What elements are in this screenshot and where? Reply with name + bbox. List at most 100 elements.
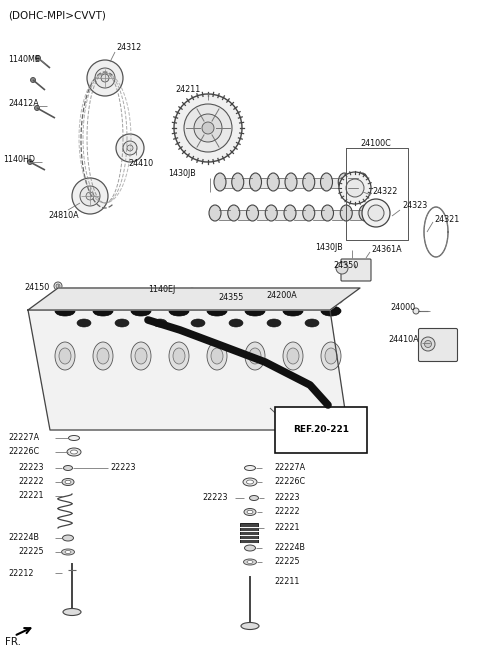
Circle shape [424, 341, 432, 348]
Text: 22225: 22225 [18, 548, 44, 557]
Circle shape [95, 68, 115, 88]
Ellipse shape [67, 448, 81, 456]
Ellipse shape [322, 205, 334, 221]
Ellipse shape [214, 173, 226, 191]
Text: 24321: 24321 [434, 214, 459, 223]
Text: 24200A: 24200A [266, 291, 297, 299]
Ellipse shape [340, 205, 352, 221]
Text: 24810A: 24810A [48, 212, 79, 221]
Circle shape [87, 60, 123, 96]
Ellipse shape [283, 342, 303, 370]
Ellipse shape [132, 293, 150, 303]
Ellipse shape [62, 479, 74, 485]
Ellipse shape [325, 348, 337, 364]
Circle shape [101, 74, 109, 82]
Ellipse shape [305, 319, 319, 327]
Ellipse shape [131, 342, 151, 370]
Circle shape [36, 56, 40, 60]
Text: 24322: 24322 [372, 187, 397, 196]
Text: 22222: 22222 [18, 477, 44, 487]
Ellipse shape [77, 319, 91, 327]
Text: 22227A: 22227A [8, 434, 39, 443]
Text: 1140HD: 1140HD [3, 155, 35, 164]
FancyBboxPatch shape [419, 329, 457, 362]
Circle shape [31, 77, 36, 83]
Circle shape [174, 94, 242, 162]
Ellipse shape [115, 319, 129, 327]
Ellipse shape [97, 348, 109, 364]
Text: 24361A: 24361A [371, 244, 402, 253]
Text: 24323: 24323 [402, 202, 427, 210]
Ellipse shape [250, 173, 262, 191]
Ellipse shape [245, 342, 265, 370]
Ellipse shape [280, 291, 306, 305]
Text: 24412A: 24412A [8, 98, 39, 107]
Circle shape [116, 134, 144, 162]
Ellipse shape [209, 205, 221, 221]
FancyBboxPatch shape [240, 523, 258, 543]
Ellipse shape [247, 561, 253, 563]
Ellipse shape [63, 608, 81, 616]
Ellipse shape [63, 466, 72, 470]
Text: 22221: 22221 [18, 491, 44, 500]
Ellipse shape [321, 342, 341, 370]
Text: 22221: 22221 [274, 523, 300, 533]
Text: 24312: 24312 [116, 43, 141, 52]
Text: (DOHC-MPI>CVVT): (DOHC-MPI>CVVT) [8, 11, 106, 21]
Ellipse shape [244, 466, 255, 470]
Circle shape [346, 179, 364, 197]
Ellipse shape [170, 293, 188, 303]
Polygon shape [28, 288, 360, 310]
Ellipse shape [173, 348, 185, 364]
Ellipse shape [359, 205, 371, 221]
Text: 1140ME: 1140ME [8, 56, 40, 64]
Text: 1430JB: 1430JB [315, 242, 343, 252]
Ellipse shape [267, 173, 279, 191]
Ellipse shape [55, 342, 75, 370]
Circle shape [413, 308, 419, 314]
Ellipse shape [131, 306, 151, 316]
Ellipse shape [338, 173, 350, 191]
Text: 22224B: 22224B [274, 544, 305, 553]
Text: 22223: 22223 [110, 464, 135, 472]
Ellipse shape [247, 480, 253, 484]
Ellipse shape [241, 622, 259, 629]
Text: 22222: 22222 [274, 508, 300, 517]
Ellipse shape [321, 173, 333, 191]
Ellipse shape [243, 559, 256, 565]
Ellipse shape [322, 293, 340, 303]
Ellipse shape [71, 450, 77, 454]
Text: 22227A: 22227A [274, 464, 305, 472]
Ellipse shape [284, 293, 302, 303]
Circle shape [123, 141, 137, 155]
Ellipse shape [318, 291, 344, 305]
Ellipse shape [153, 319, 167, 327]
Ellipse shape [61, 549, 74, 555]
Circle shape [194, 114, 222, 142]
Ellipse shape [265, 205, 277, 221]
Circle shape [27, 160, 33, 164]
Text: 22223: 22223 [18, 464, 44, 472]
Circle shape [184, 104, 232, 152]
Circle shape [35, 105, 39, 111]
Ellipse shape [211, 348, 223, 364]
Ellipse shape [283, 306, 303, 316]
Ellipse shape [166, 291, 192, 305]
Circle shape [238, 302, 246, 310]
Text: 1430JB: 1430JB [168, 170, 196, 179]
Ellipse shape [242, 291, 268, 305]
Ellipse shape [59, 348, 71, 364]
Ellipse shape [287, 348, 299, 364]
Ellipse shape [243, 478, 257, 486]
Text: 22226C: 22226C [8, 447, 39, 457]
Ellipse shape [245, 306, 265, 316]
Ellipse shape [246, 293, 264, 303]
Ellipse shape [229, 319, 243, 327]
Text: 24211: 24211 [175, 84, 200, 94]
Circle shape [339, 172, 371, 204]
Ellipse shape [94, 293, 112, 303]
Ellipse shape [191, 319, 205, 327]
Ellipse shape [303, 205, 315, 221]
Circle shape [368, 205, 384, 221]
Ellipse shape [285, 173, 297, 191]
